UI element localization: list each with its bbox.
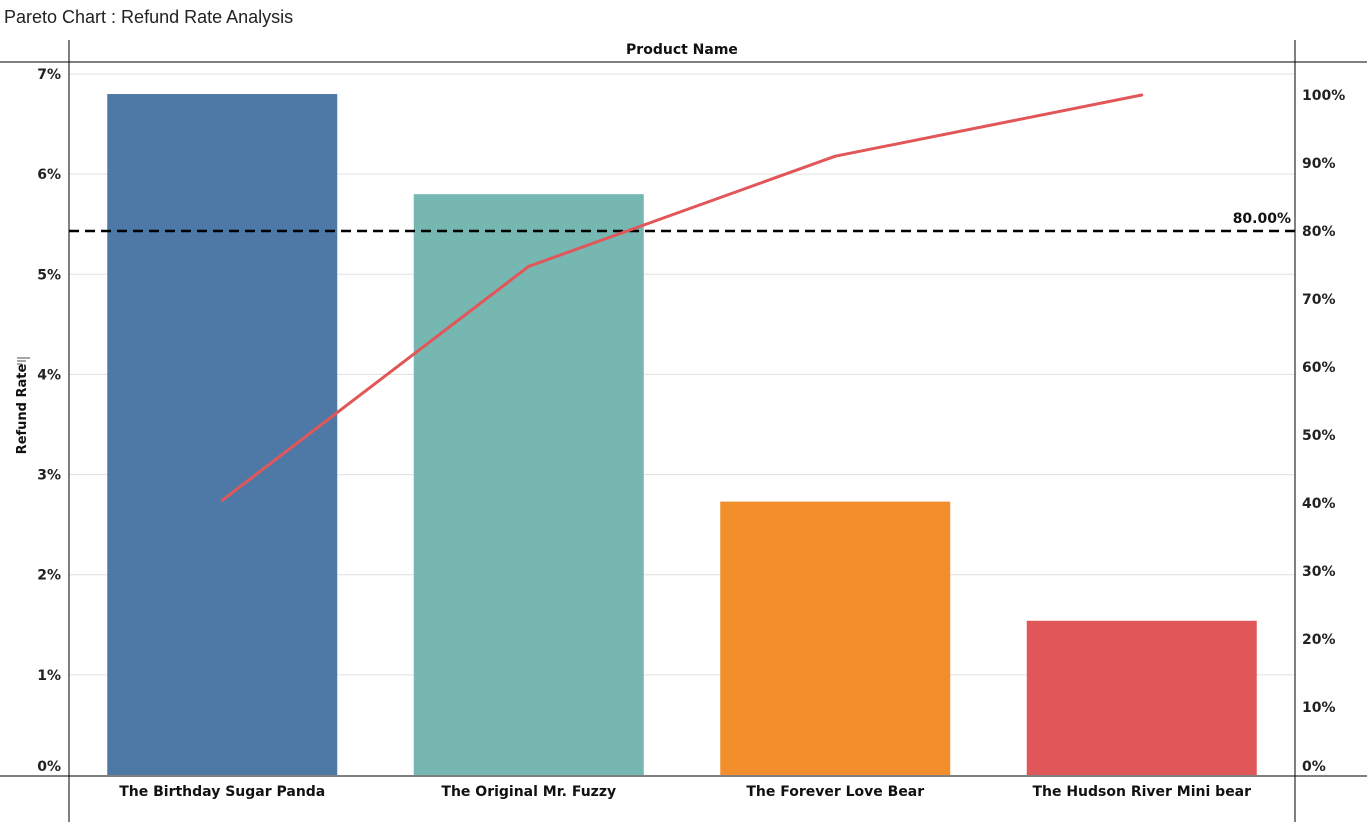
y2-tick-label: 60% (1302, 360, 1336, 376)
y2-tick-label: 20% (1302, 632, 1336, 648)
sort-icon[interactable] (17, 357, 30, 365)
cumulative-point (220, 498, 224, 502)
chart-frame (0, 40, 1367, 822)
y2-tick-label: 40% (1302, 496, 1336, 512)
y-tick-label: 2% (37, 568, 61, 584)
y-tick-label: 0% (37, 759, 61, 775)
cumulative-point (527, 264, 531, 268)
y2-tick-label: 70% (1302, 292, 1336, 308)
y-tick-label: 3% (37, 468, 61, 484)
y2-tick-label: 100% (1302, 88, 1345, 104)
bar[interactable] (413, 194, 644, 775)
bar[interactable] (107, 94, 338, 776)
cumulative-line-group (220, 93, 1144, 502)
y-tick-label: 5% (37, 267, 61, 283)
bar[interactable] (720, 501, 951, 775)
y2-tick-label: 50% (1302, 428, 1336, 444)
cumulative-point (1140, 93, 1144, 97)
category-label: The Birthday Sugar Panda (119, 784, 325, 800)
cumulative-point (833, 154, 837, 158)
y2-tick-label: 80% (1302, 224, 1336, 240)
y2-tick-label: 90% (1302, 156, 1336, 172)
bar[interactable] (1026, 620, 1257, 775)
y-tick-label: 4% (37, 367, 61, 383)
y-tick-label: 1% (37, 668, 61, 684)
reference-line-label: 80.00% (1233, 211, 1291, 227)
category-label: The Original Mr. Fuzzy (441, 784, 616, 800)
y-tick-label: 7% (37, 67, 61, 83)
y2-tick-label: 0% (1302, 759, 1326, 775)
y2-tick-label: 30% (1302, 564, 1336, 580)
category-label: The Forever Love Bear (746, 784, 924, 800)
cumulative-line (221, 93, 1143, 502)
y2-tick-label: 10% (1302, 700, 1336, 716)
labels: The Birthday Sugar Panda The Original Mr.… (15, 42, 1345, 800)
chart-title: Pareto Chart : Refund Rate Analysis (4, 7, 294, 27)
bars (107, 94, 1257, 776)
column-header: Product Name (626, 42, 738, 58)
y-tick-label: 6% (37, 167, 61, 183)
y-axis-title: Refund Rate (15, 363, 30, 454)
category-label: The Hudson River Mini bear (1032, 784, 1251, 800)
